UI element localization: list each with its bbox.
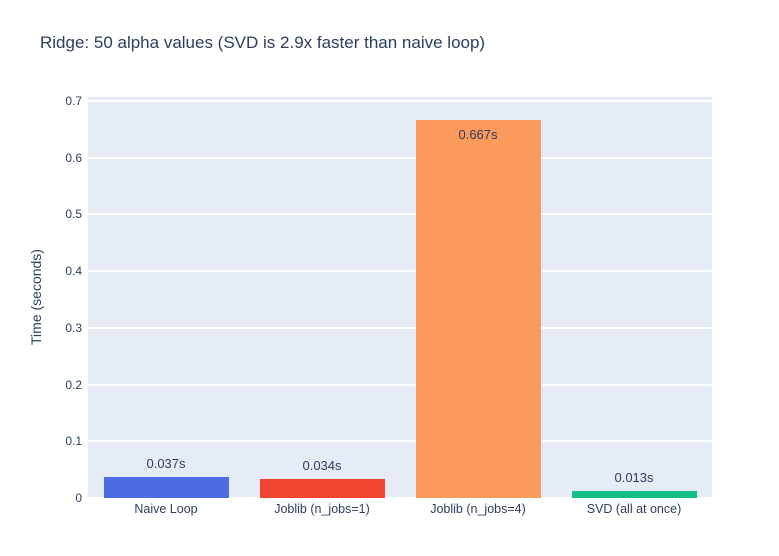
bar-value-label: 0.667s: [458, 126, 498, 142]
y-tick-label: 0.6: [65, 150, 82, 165]
bar-svd-all-at-once: [571, 490, 697, 498]
gridline: [88, 270, 712, 273]
y-tick-label: 0.4: [65, 264, 82, 279]
y-tick-label: 0.7: [65, 94, 82, 108]
y-tick-label: 0.3: [65, 320, 82, 335]
bar-naive-loop: [103, 477, 229, 498]
gridline: [88, 100, 712, 102]
bar-joblib-n-jobs-1: [259, 478, 385, 498]
y-tick-label: 0: [75, 491, 82, 505]
bar-value-label: 0.034s: [302, 457, 342, 473]
gridline: [88, 440, 712, 443]
y-tick-label: 0.1: [65, 434, 82, 449]
gridline: [88, 497, 712, 499]
bar-joblib-n-jobs-4: [415, 119, 541, 498]
bar-value-label: 0.037s: [146, 456, 186, 472]
x-category-label: Naive Loop: [134, 502, 198, 516]
gridline: [88, 213, 712, 216]
gridline: [88, 156, 712, 159]
plot-area: [88, 97, 712, 499]
y-axis-title: Time (seconds): [28, 249, 44, 345]
gridline: [88, 383, 712, 386]
bar-value-label: 0.013s: [614, 469, 654, 485]
x-category-label: Joblib (n_jobs=1): [274, 502, 370, 516]
y-tick-label: 0.5: [65, 207, 82, 222]
y-tick-label: 0.2: [65, 377, 82, 392]
x-category-label: Joblib (n_jobs=4): [430, 502, 526, 516]
x-category-label: SVD (all at once): [586, 502, 682, 516]
gridline: [88, 326, 712, 329]
chart-title: Ridge: 50 alpha values (SVD is 2.9x fast…: [40, 33, 486, 52]
